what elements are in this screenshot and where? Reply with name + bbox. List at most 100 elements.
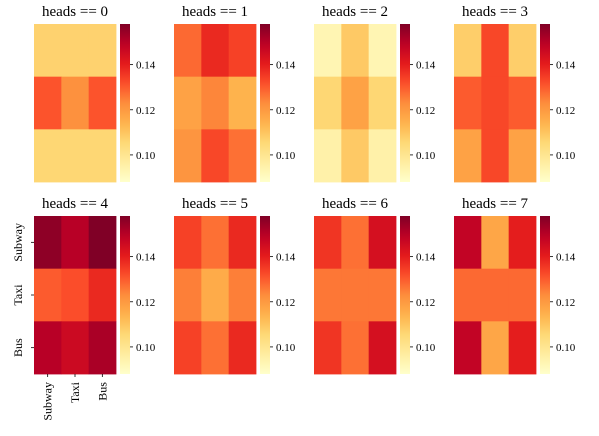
panel-title: heads == 1 [182,4,248,20]
panel-title: heads == 0 [42,4,108,20]
colorbar-tick-label: 0.12 [136,297,155,309]
panel-title: heads == 5 [182,196,248,212]
colorbar [540,24,550,182]
heatmap-cell [61,216,90,270]
heatmap-cell [228,321,257,375]
colorbar-tick-label: 0.10 [136,342,156,354]
heatmap-cell [61,268,90,322]
heatmap-cell [508,76,537,130]
heatmap-cell [314,76,342,130]
heatmap-cell [368,216,397,270]
heatmap-cell [88,216,117,270]
heatmap-cell [341,129,370,183]
heatmap-cell [314,24,342,78]
colorbar [540,216,550,374]
panel-title: heads == 3 [462,4,528,20]
heatmap-cell [368,268,397,322]
colorbar-tick-label: 0.12 [276,297,295,309]
panel-title: heads == 4 [42,196,109,212]
heatmap-cell [341,268,370,322]
heatmap-cell [174,129,202,183]
heatmap-cell [34,76,62,130]
heatmap-cell [228,129,257,183]
heatmap-cell [228,216,257,270]
colorbar [120,216,130,374]
heatmap-cell [481,76,510,130]
col-label: Subway [41,382,55,421]
heatmap-cell [228,268,257,322]
heatmap-cell [454,321,482,375]
heatmap-cell [341,76,370,130]
colorbar-tick-label: 0.14 [416,252,436,264]
heatmap-cell [481,24,510,78]
colorbar-tick-label: 0.10 [556,150,576,162]
heatmap-cell [341,321,370,375]
colorbar-tick-label: 0.12 [416,297,435,309]
colorbar-tick-label: 0.10 [416,342,436,354]
heatmap-cell [481,216,510,270]
heatmap-cell [508,24,537,78]
heatmap-cell [508,321,537,375]
colorbar [400,24,410,182]
heatmap-cell [61,24,90,78]
colorbar [260,24,270,182]
heatmap-cell [201,321,230,375]
heatmap-cell [368,76,397,130]
row-label: Taxi [11,284,25,306]
panel-title: heads == 7 [462,196,529,212]
heatmap-cell [61,321,90,375]
heatmap-cell [88,321,117,375]
colorbar-tick-label: 0.12 [276,105,295,117]
colorbar-tick-label: 0.14 [276,252,296,264]
heatmap-cell [88,76,117,130]
colorbar [260,216,270,374]
heatmap-cell [481,321,510,375]
colorbar [120,24,130,182]
heatmap-cell [61,129,90,183]
heatmap-cell [88,268,117,322]
colorbar-tick-label: 0.14 [136,252,156,264]
heatmap-cell [228,76,257,130]
col-label: Bus [95,382,109,401]
colorbar-tick-label: 0.12 [556,105,575,117]
heatmap-cell [34,129,62,183]
colorbar-tick-label: 0.10 [276,342,296,354]
panel-title: heads == 6 [322,196,389,212]
heatmap-cell [508,268,537,322]
colorbar-tick-label: 0.10 [136,150,156,162]
heatmap-cell [454,129,482,183]
heatmap-cell [34,24,62,78]
heatmap-cell [454,76,482,130]
heatmap-cell [508,216,537,270]
heatmap-cell [368,129,397,183]
heatmap-cell [174,321,202,375]
heatmap-cell [228,24,257,78]
heatmap-cell [508,129,537,183]
heatmap-cell [34,216,62,270]
heatmap-cell [88,129,117,183]
heatmap-cell [481,268,510,322]
colorbar-tick-label: 0.14 [556,60,576,72]
colorbar-tick-label: 0.10 [276,150,296,162]
row-label: Bus [11,338,25,357]
heatmap-cell [481,129,510,183]
heatmap-cell [174,24,202,78]
colorbar-tick-label: 0.10 [556,342,576,354]
heatmap-cell [174,76,202,130]
heatmap-cell [454,24,482,78]
heatmap-cell [201,129,230,183]
heatmap-cell [341,24,370,78]
row-label: Subway [11,223,25,262]
colorbar-tick-label: 0.12 [556,297,575,309]
heatmap-cell [314,321,342,375]
heatmap-cell [34,268,62,322]
colorbar-tick-label: 0.12 [136,105,155,117]
heatmap-cell [368,24,397,78]
colorbar-tick-label: 0.14 [416,60,436,72]
heatmap-cell [201,268,230,322]
heatmap-cell [314,216,342,270]
colorbar [400,216,410,374]
heatmap-cell [174,216,202,270]
colorbar-tick-label: 0.10 [416,150,436,162]
